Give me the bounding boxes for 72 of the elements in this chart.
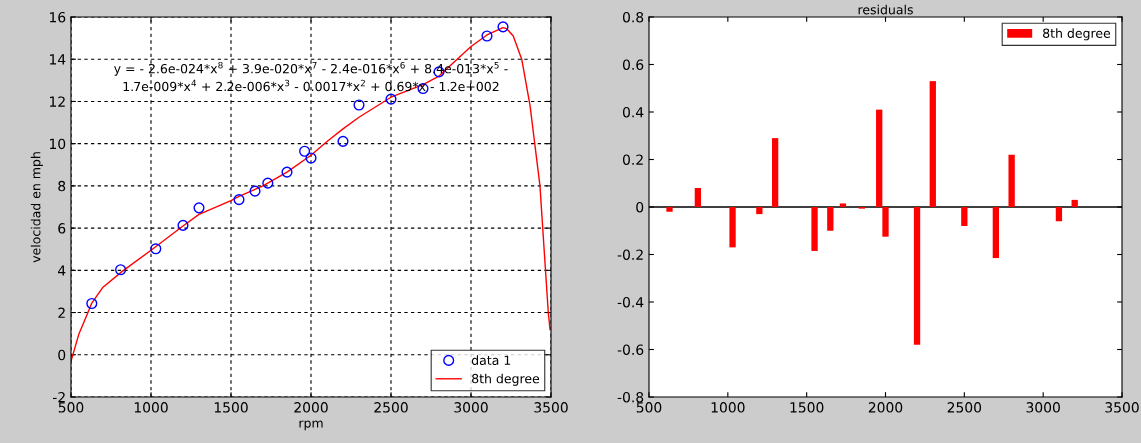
x-tick-label: 3000: [1026, 402, 1060, 413]
y-tick-label: 8: [58, 180, 66, 192]
y-tick-label: 4: [57, 265, 66, 276]
chart-title: residuals: [858, 4, 913, 15]
y-tick-label: 0: [58, 349, 66, 361]
bar: [771, 138, 779, 207]
point: [150, 243, 162, 255]
y-tick-label: 12: [49, 96, 65, 107]
bar: [827, 207, 834, 231]
y-tick-label: -0.8: [617, 391, 644, 403]
legend-label: 8th degree: [1043, 28, 1111, 41]
point: [193, 202, 205, 214]
x-tick-label: 1500: [214, 402, 248, 413]
y-tick-label: 0.2: [622, 154, 643, 165]
bar: [913, 207, 921, 345]
x-tick-label: 1000: [134, 402, 168, 413]
point: [337, 135, 349, 147]
point: [249, 185, 261, 197]
bar: [729, 207, 736, 248]
point: [115, 264, 127, 276]
legend-label: 8th degree: [472, 373, 540, 386]
y-tick-label: -2: [52, 391, 65, 403]
point: [305, 152, 317, 164]
point: [233, 194, 245, 206]
x-tick-label: 3000: [454, 402, 488, 413]
bar: [666, 207, 673, 212]
bar: [1008, 154, 1015, 207]
y-tick-label: 0.8: [622, 11, 644, 23]
y-tick-label: 6: [58, 223, 66, 234]
point: [481, 30, 493, 42]
point: [262, 177, 274, 189]
x-tick-label: 2500: [947, 402, 982, 413]
point: [299, 145, 311, 157]
bar: [929, 81, 936, 207]
x-tick-label: 2000: [868, 402, 903, 413]
y-tick-label: 2: [58, 307, 65, 318]
y-axis-title: velocidad en mph: [30, 152, 43, 263]
bar: [961, 207, 968, 226]
legend-label: data 1: [471, 355, 511, 365]
y-tick-label: -0.4: [617, 296, 644, 308]
bar: [882, 207, 889, 237]
point: [353, 99, 365, 111]
point: [497, 21, 509, 33]
x-tick-label: 1500: [790, 402, 824, 413]
y-tick-label: 14: [49, 54, 66, 65]
bar: [992, 207, 1000, 259]
bar: [811, 207, 818, 251]
y-tick-label: -0.2: [617, 249, 643, 260]
bar: [876, 109, 883, 207]
y-tick-label: 0.4: [622, 106, 644, 118]
point: [86, 297, 98, 310]
bar: [756, 207, 763, 215]
x-axis-title: rpm: [299, 420, 323, 431]
bar: [839, 203, 847, 207]
x-tick-label: 3500: [1105, 402, 1139, 413]
x-tick-label: 1000: [711, 402, 745, 413]
x-tick-label: 500: [636, 402, 662, 413]
y-tick-label: -0.6: [617, 344, 644, 355]
y-tick-label: 16: [49, 11, 66, 23]
point: [177, 219, 189, 231]
bar: [1071, 199, 1078, 207]
bar: [694, 188, 702, 207]
bar: [1055, 207, 1063, 222]
point: [385, 93, 397, 105]
x-tick-label: 500: [58, 402, 84, 413]
point: [281, 166, 293, 178]
y-tick-label: 10: [49, 138, 66, 150]
x-tick-label: 3500: [534, 402, 568, 413]
x-tick-label: 2500: [374, 402, 408, 413]
y-tick-label: 0: [636, 201, 644, 213]
y-tick-label: 0.6: [622, 59, 644, 70]
x-tick-label: 2000: [294, 402, 328, 413]
